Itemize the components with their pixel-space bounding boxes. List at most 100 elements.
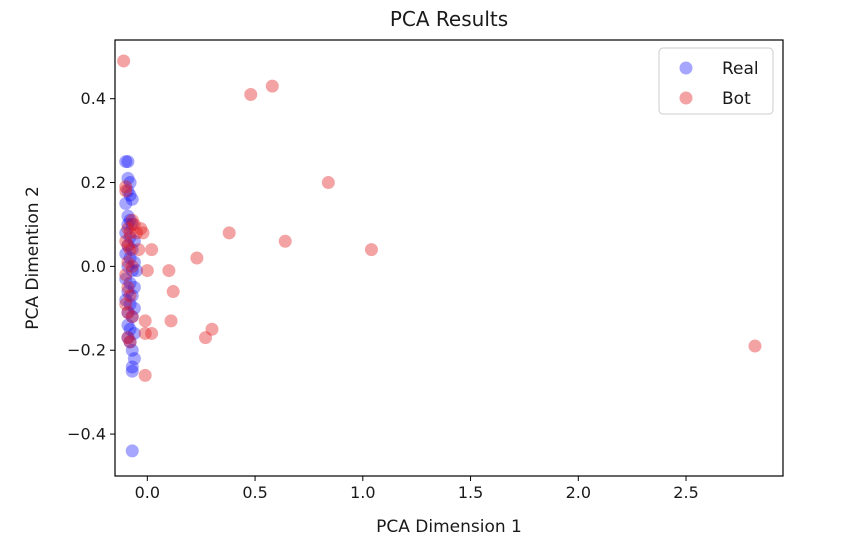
point-real-0 <box>119 155 133 169</box>
point-bot-35 <box>164 314 178 328</box>
legend-label-bot: Bot <box>722 89 751 109</box>
point-real-14 <box>127 234 141 248</box>
point-bot-20 <box>123 243 137 257</box>
point-real-11 <box>121 217 135 231</box>
point-real-20 <box>121 259 135 273</box>
point-bot-40 <box>121 331 135 345</box>
x-tick-label: 2.5 <box>673 483 698 502</box>
point-bot-0 <box>117 54 131 68</box>
y-tick-label: 0.0 <box>81 257 106 276</box>
point-real-22 <box>130 264 144 278</box>
point-bot-36 <box>205 322 219 336</box>
point-real-30 <box>127 301 141 315</box>
point-real-6 <box>125 192 139 206</box>
point-bot-7 <box>190 251 204 265</box>
point-bot-14 <box>127 217 141 231</box>
x-axis-label: PCA Dimension 1 <box>376 517 522 537</box>
point-real-25 <box>127 280 141 294</box>
point-bot-10 <box>119 184 133 198</box>
point-real-8 <box>121 209 135 223</box>
point-bot-5 <box>278 234 292 248</box>
x-tick-label: 2.0 <box>566 483 591 502</box>
point-real-13 <box>123 230 137 244</box>
point-bot-24 <box>125 259 139 273</box>
point-bot-12 <box>123 226 137 240</box>
point-bot-42 <box>138 368 152 382</box>
y-tick-label: 0.4 <box>81 89 106 108</box>
point-real-23 <box>119 272 133 286</box>
point-bot-18 <box>119 234 133 248</box>
point-real-1 <box>121 155 135 169</box>
legend: Real Bot <box>658 47 774 115</box>
point-real-40 <box>125 360 139 374</box>
point-bot-39 <box>199 331 212 345</box>
point-real-3 <box>123 176 137 190</box>
point-bot-27 <box>162 264 176 278</box>
point-bot-19 <box>121 238 135 252</box>
point-bot-23 <box>121 255 135 269</box>
x-tick-label: 1.5 <box>458 483 483 502</box>
point-real-41 <box>125 364 139 378</box>
legend-label-real: Real <box>722 59 759 79</box>
point-bot-41 <box>123 335 137 349</box>
y-axis-label: PCA Dimention 2 <box>23 186 43 330</box>
legend-marker-real <box>679 61 693 75</box>
x-tick-label: 1.0 <box>350 483 375 502</box>
point-bot-29 <box>121 280 135 294</box>
point-bot-33 <box>125 310 139 324</box>
point-real-27 <box>125 289 139 303</box>
point-bot-16 <box>134 222 148 236</box>
point-real-10 <box>125 217 139 231</box>
point-bot-31 <box>119 297 133 311</box>
point-bot-15 <box>130 226 144 240</box>
point-bot-3 <box>321 176 335 190</box>
point-real-16 <box>125 243 139 257</box>
point-bot-26 <box>119 268 133 282</box>
point-real-26 <box>121 285 135 299</box>
legend-marker-bot <box>679 91 693 105</box>
point-bot-13 <box>125 213 139 227</box>
point-bot-1 <box>244 88 258 101</box>
legend-box <box>658 47 774 115</box>
x-axis-ticks: 0.0 0.5 1.0 1.5 2.0 2.5 <box>135 476 699 502</box>
point-real-39 <box>127 352 141 366</box>
y-tick-label: 0.2 <box>81 173 106 192</box>
point-bot-8 <box>748 339 762 353</box>
point-real-17 <box>119 247 133 261</box>
y-tick-label: −0.4 <box>67 425 106 444</box>
point-real-21 <box>125 264 139 278</box>
point-real-32 <box>125 310 139 324</box>
point-real-19 <box>127 255 141 269</box>
point-bot-28 <box>166 285 180 299</box>
point-bot-34 <box>138 314 152 328</box>
point-bot-4 <box>222 226 236 240</box>
point-real-29 <box>123 297 137 311</box>
y-tick-label: −0.2 <box>67 341 106 360</box>
points-layer <box>117 54 762 458</box>
point-bot-9 <box>119 180 133 194</box>
point-real-9 <box>123 213 137 227</box>
point-real-7 <box>119 197 133 210</box>
point-bot-17 <box>136 226 150 240</box>
point-bot-2 <box>265 79 279 93</box>
x-tick-label: 0.0 <box>135 483 160 502</box>
point-real-4 <box>121 184 135 198</box>
point-real-2 <box>121 171 135 185</box>
point-real-18 <box>123 251 137 265</box>
point-bot-22 <box>132 243 146 257</box>
point-real-28 <box>119 293 133 307</box>
point-real-12 <box>119 226 133 240</box>
chart-title: PCA Results <box>390 7 508 31</box>
point-real-15 <box>121 238 135 252</box>
point-real-34 <box>123 322 137 336</box>
plot-area-frame <box>114 39 784 477</box>
x-tick-label: 0.5 <box>242 483 267 502</box>
point-bot-37 <box>145 326 159 340</box>
point-real-38 <box>125 343 139 357</box>
point-real-5 <box>123 188 137 202</box>
point-bot-32 <box>121 306 135 319</box>
point-bot-25 <box>140 264 154 278</box>
point-bot-30 <box>123 289 137 303</box>
point-bot-21 <box>145 243 159 257</box>
